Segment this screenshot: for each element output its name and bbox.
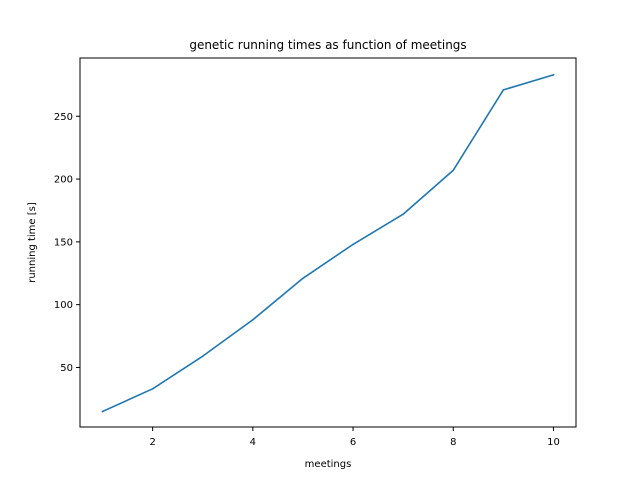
data-point xyxy=(151,388,154,390)
ticks-layer: 2 4 6 8 10 50 100 150 200 250 xyxy=(54,112,560,448)
y-tick-label: 250 xyxy=(54,112,73,123)
data-point xyxy=(502,89,505,91)
plot-frame xyxy=(79,57,577,428)
data-point xyxy=(352,243,354,246)
series-line xyxy=(101,73,555,413)
x-tick-label: 4 xyxy=(250,437,256,448)
x-tick-label: 10 xyxy=(547,437,560,448)
data-point xyxy=(552,74,555,76)
y-tick-label: 200 xyxy=(54,175,73,186)
y-tick-label: 50 xyxy=(60,363,73,374)
x-tick-label: 2 xyxy=(149,437,155,448)
x-tick-label: 6 xyxy=(350,437,356,448)
data-point xyxy=(302,277,304,280)
plot-area xyxy=(80,58,576,427)
series-layer xyxy=(101,73,555,413)
data-point xyxy=(402,213,404,216)
x-tick-label: 8 xyxy=(450,437,456,448)
data-point xyxy=(201,355,204,357)
data-point xyxy=(452,169,455,172)
y-axis-label: running time [s] xyxy=(27,202,38,283)
data-point xyxy=(101,410,104,413)
x-axis-label: meetings xyxy=(305,459,352,470)
chart-title: genetic running times as function of mee… xyxy=(189,38,466,52)
y-tick-label: 100 xyxy=(54,300,73,311)
y-tick-label: 150 xyxy=(54,237,73,248)
data-point xyxy=(252,318,254,321)
